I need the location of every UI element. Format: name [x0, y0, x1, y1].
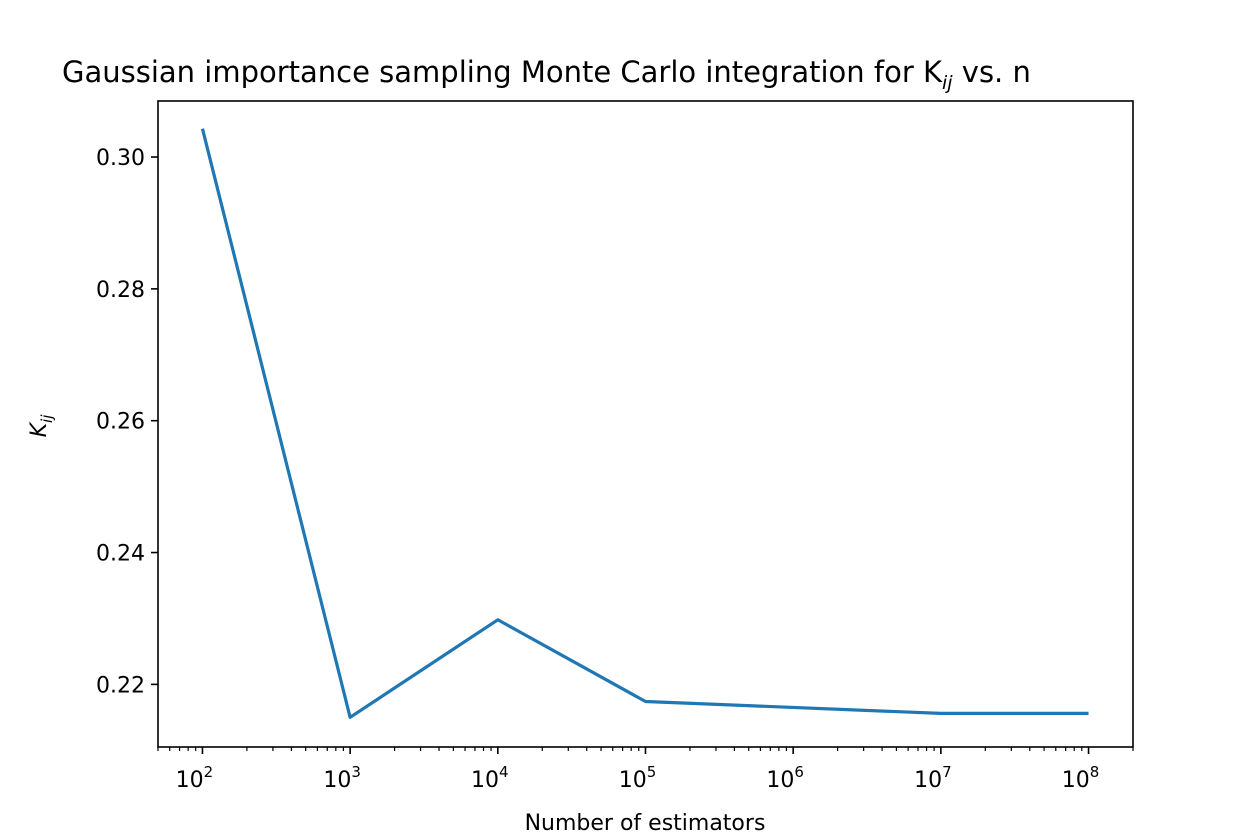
- x-tick-label: 103: [323, 763, 361, 793]
- chart-title-subscript: ij: [942, 72, 953, 94]
- data-line-layer: [200, 128, 1089, 719]
- y-axis: 0.22 0.24 0.26 0.28 0.30: [96, 146, 158, 698]
- x-axis-label: Number of estimators: [525, 811, 766, 836]
- x-tick-label: 106: [766, 763, 804, 793]
- y-tick-label: 0.28: [96, 278, 145, 303]
- x-tick-label: 105: [619, 763, 657, 793]
- x-tick-label: 108: [1062, 763, 1100, 793]
- y-axis-label: Kij: [27, 414, 56, 438]
- x-tick-label: 102: [176, 763, 214, 793]
- plot-frame: [157, 100, 1134, 748]
- y-tick-label: 0.30: [96, 146, 145, 171]
- chart-title: Gaussian importance sampling Monte Carlo…: [62, 55, 1031, 94]
- y-axis-label-subscript: ij: [38, 414, 56, 423]
- y-tick-label: 0.24: [96, 542, 145, 567]
- y-tick-label: 0.26: [96, 410, 145, 435]
- series-line-0: [200, 128, 1089, 719]
- plot-area: [157, 100, 1134, 748]
- chart-title-suffix: vs. n: [953, 55, 1031, 89]
- x-tick-label: 104: [471, 763, 509, 793]
- x-axis: 102 103 104 105 106 107 108: [157, 747, 1134, 793]
- x-tick-label: 107: [914, 763, 952, 793]
- y-tick-label: 0.22: [96, 673, 145, 698]
